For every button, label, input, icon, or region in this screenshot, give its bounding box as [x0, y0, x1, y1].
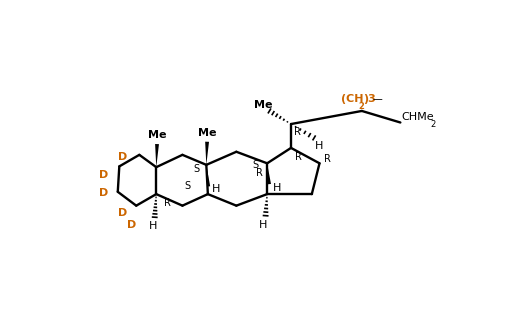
Text: H: H	[212, 185, 221, 194]
Text: D: D	[118, 152, 127, 162]
Text: Me: Me	[254, 100, 272, 110]
Text: R: R	[294, 152, 301, 162]
Text: S: S	[193, 164, 200, 174]
Polygon shape	[155, 144, 159, 167]
Text: D: D	[100, 170, 109, 180]
Text: D: D	[118, 208, 127, 218]
Text: (CH: (CH	[341, 94, 364, 104]
Polygon shape	[205, 142, 209, 165]
Polygon shape	[206, 165, 210, 186]
Text: —: —	[372, 94, 382, 104]
Text: Me: Me	[198, 128, 216, 138]
Text: R: R	[164, 198, 170, 208]
Text: H: H	[315, 140, 324, 151]
Text: D: D	[127, 220, 136, 230]
Polygon shape	[267, 163, 271, 184]
Text: H: H	[273, 183, 281, 193]
Text: 2: 2	[430, 120, 436, 129]
Text: D: D	[100, 188, 109, 198]
Text: Me: Me	[148, 130, 166, 140]
Text: S: S	[252, 160, 259, 170]
Text: R: R	[324, 154, 331, 164]
Text: H: H	[259, 220, 267, 230]
Text: R: R	[294, 127, 301, 137]
Text: S: S	[184, 181, 190, 192]
Text: H: H	[149, 221, 157, 232]
Text: CHMe: CHMe	[401, 112, 434, 122]
Text: R: R	[256, 168, 263, 178]
Text: 2: 2	[359, 102, 365, 112]
Text: )3: )3	[363, 94, 376, 104]
